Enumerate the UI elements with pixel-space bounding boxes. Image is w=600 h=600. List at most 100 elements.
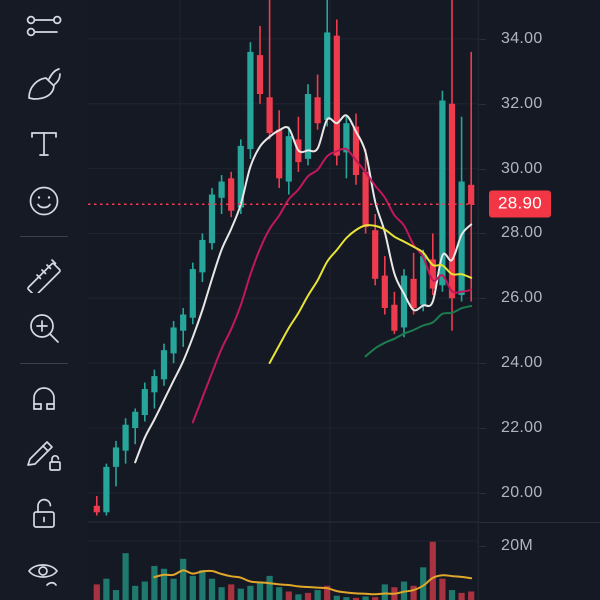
volume-bar [324, 585, 331, 600]
candle-body [112, 447, 120, 467]
emoji-icon[interactable] [0, 172, 88, 229]
price-tick-label: 34.00 [501, 29, 543, 47]
ruler-icon[interactable] [0, 243, 88, 300]
brush-icon[interactable] [0, 57, 88, 114]
candlestick-series [93, 0, 475, 516]
sliders-icon[interactable] [0, 0, 88, 57]
candle-body [391, 304, 398, 331]
candle-body [458, 181, 465, 296]
price-tick [479, 492, 486, 494]
candle-body [266, 97, 273, 133]
volume-bar [266, 575, 273, 600]
candle-body [170, 327, 177, 354]
candle-body [180, 314, 187, 331]
volume-bar [285, 591, 292, 600]
candle-body [237, 145, 244, 208]
ma-line-MA-white [134, 114, 473, 464]
volume-bar [362, 596, 369, 600]
text-icon[interactable] [0, 115, 88, 172]
volume-bar [208, 578, 216, 600]
candle-body [132, 411, 139, 428]
volume-bar [333, 595, 340, 600]
volume-bar [122, 553, 129, 600]
volume-bar [372, 597, 379, 600]
volume-bar [314, 590, 321, 600]
candle-body [372, 230, 379, 279]
volume-bar [228, 584, 235, 600]
candle-body [381, 275, 388, 309]
zoom-in-icon[interactable] [0, 300, 88, 357]
volume-tick-label: 20M [501, 537, 534, 554]
candle-body [410, 278, 417, 309]
candle-body [160, 350, 168, 380]
drawing-tools-toolbar [0, 0, 89, 600]
toolbar-divider [20, 235, 68, 237]
volume-pane-separator [479, 522, 600, 523]
volume-bar [160, 568, 168, 600]
price-tick-label: 26.00 [501, 289, 543, 307]
candle-body [151, 376, 158, 393]
eye-icon[interactable] [0, 543, 88, 600]
volume-bar [420, 567, 427, 600]
candle-body [304, 94, 312, 159]
volume-tick [479, 546, 486, 547]
chart-canvas[interactable] [88, 0, 478, 600]
candle-body [103, 466, 110, 513]
candle-body [256, 55, 264, 95]
price-tick-label: 22.00 [501, 418, 543, 436]
price-tick [479, 168, 486, 170]
volume-bar [141, 581, 148, 600]
candle-body [218, 181, 225, 198]
price-tick-label: 28.00 [501, 224, 543, 242]
moving-average-lines [134, 114, 473, 464]
lock-icon[interactable] [0, 485, 88, 542]
volume-bar [199, 570, 206, 600]
price-tick [479, 298, 486, 300]
candle-body [420, 256, 427, 305]
candle-body [333, 35, 340, 156]
candle-body [448, 103, 456, 299]
volume-bar [112, 590, 120, 600]
candle-body [208, 194, 216, 244]
candle-body [324, 32, 331, 120]
price-tick-label: 24.00 [501, 354, 543, 372]
candle-body [189, 269, 196, 318]
volume-bar [93, 584, 100, 600]
candle-body [343, 123, 350, 153]
volume-bar [276, 587, 283, 600]
candle-body [362, 171, 369, 227]
toolbar-divider [20, 363, 68, 365]
price-tick [479, 103, 486, 105]
candle-body [314, 97, 321, 124]
volume-series [93, 541, 475, 600]
volume-bar [180, 558, 187, 600]
ma-line-MA-yellow [268, 224, 473, 364]
candle-body [400, 275, 408, 328]
volume-bar [218, 587, 225, 600]
candle-body [352, 126, 360, 176]
magnet-icon[interactable] [0, 370, 88, 427]
candle-body [228, 178, 235, 211]
candle-body [468, 184, 475, 205]
volume-bar [256, 581, 264, 600]
candle-body [141, 389, 148, 416]
volume-bar [189, 575, 196, 600]
volume-bar [237, 588, 244, 600]
price-tick [479, 427, 486, 429]
volume-bar [448, 590, 456, 600]
volume-bar [381, 584, 388, 600]
volume-bar [132, 585, 139, 600]
candle-body [439, 100, 446, 286]
ma-line-MA-green [364, 305, 473, 358]
price-tick [479, 38, 486, 40]
volume-bar [468, 591, 475, 600]
volume-bar [247, 585, 254, 600]
pencil-lock-icon[interactable] [0, 428, 88, 485]
volume-bar [410, 585, 417, 600]
volume-bar [352, 597, 360, 600]
price-tick-label: 30.00 [501, 159, 543, 177]
price-scale[interactable]: 28.90 34.00 32.00 30.00 28.00 26.00 24.00 22.0… [478, 0, 600, 600]
volume-ma-line [153, 569, 473, 596]
price-tick [479, 233, 486, 235]
